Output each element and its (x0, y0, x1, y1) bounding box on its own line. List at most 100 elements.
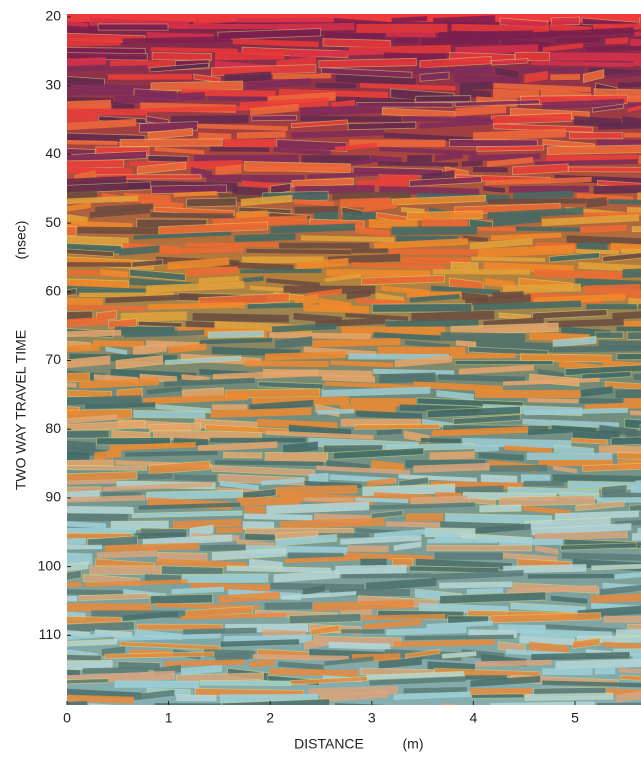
reflection-streak (477, 244, 575, 258)
reflection-streak (171, 586, 224, 595)
reflection-streak (124, 329, 205, 338)
reflection-streak (176, 672, 264, 683)
reflection-streak (232, 38, 319, 48)
reflection-streak (616, 353, 641, 361)
reflection-streak (211, 64, 317, 77)
reflection-streak (104, 651, 215, 659)
reflection-streak (240, 194, 293, 207)
reflection-streak (310, 624, 341, 636)
reflection-streak (340, 197, 391, 208)
reflection-streak (555, 658, 641, 670)
reflection-streak (131, 259, 164, 268)
reflection-streak (485, 176, 592, 186)
reflection-streak (415, 95, 472, 103)
reflection-streak (499, 538, 563, 546)
reflection-streak (208, 96, 267, 102)
reflection-streak (29, 524, 54, 537)
reflection-streak (361, 274, 445, 286)
reflection-streak (283, 441, 318, 454)
reflection-streak (67, 87, 133, 96)
reflection-streak (266, 278, 320, 288)
reflection-streak (77, 226, 159, 235)
reflection-streak (549, 252, 601, 263)
reflection-streak (458, 364, 534, 375)
reflection-streak (359, 82, 456, 91)
reflection-streak (633, 374, 641, 380)
reflection-streak (212, 369, 318, 381)
reflection-streak (581, 370, 632, 381)
reflection-streak (545, 624, 626, 634)
reflection-streak (475, 523, 531, 534)
reflection-streak (422, 218, 468, 229)
reflection-streak (520, 474, 551, 483)
reflection-streak (300, 116, 402, 122)
y-tick-label: 80 (45, 420, 61, 436)
reflection-streak (608, 198, 641, 205)
reflection-streak (221, 698, 331, 705)
reflection-streak (218, 591, 280, 604)
reflection-streak (552, 336, 597, 348)
reflection-streak (567, 166, 641, 173)
reflection-streak (440, 332, 526, 343)
reflection-streak (67, 521, 107, 529)
reflection-streak (340, 534, 422, 545)
reflection-streak (281, 591, 357, 600)
reflection-streak (524, 70, 549, 84)
reflection-streak (113, 633, 221, 641)
reflection-streak (264, 452, 329, 463)
reflection-streak (634, 31, 641, 37)
reflection-streak (278, 661, 324, 671)
reflection-streak (67, 181, 152, 194)
reflection-streak (580, 224, 627, 234)
reflection-streak (450, 322, 559, 336)
x-tick-label: 3 (368, 710, 376, 726)
reflection-streak (493, 214, 541, 227)
reflection-streak (67, 139, 118, 146)
reflection-streak (451, 23, 550, 33)
reflection-streak (550, 595, 588, 604)
reflection-streak (555, 37, 600, 43)
reflection-streak (334, 142, 378, 152)
reflection-streak (620, 248, 641, 254)
reflection-streak (269, 332, 371, 340)
reflection-streak (120, 311, 187, 322)
reflection-streak (67, 513, 128, 522)
reflection-streak (524, 407, 629, 416)
reflection-streak (379, 146, 477, 156)
reflection-streak (312, 337, 401, 348)
reflection-streak (542, 43, 584, 52)
reflection-streak (411, 310, 495, 322)
reflection-streak (453, 414, 521, 425)
reflection-streak (67, 226, 77, 236)
reflection-streak (95, 203, 154, 213)
reflection-streak (376, 429, 402, 436)
reflection-streak (351, 248, 389, 254)
x-axis-label: DISTANCE (294, 736, 364, 752)
y-tick-label: 100 (38, 557, 62, 573)
reflection-streak (438, 30, 534, 41)
reflection-streak (442, 703, 461, 705)
reflection-streak (231, 262, 294, 271)
reflection-streak (623, 320, 641, 327)
reflection-streak (214, 51, 285, 61)
reflection-streak (249, 399, 314, 411)
reflection-streak (355, 410, 422, 420)
reflection-streak (132, 342, 167, 356)
reflection-streak (386, 32, 436, 38)
reflection-streak (199, 680, 292, 687)
reflection-streak (316, 465, 410, 475)
reflection-streak (119, 245, 160, 256)
reflection-streak (572, 430, 620, 439)
reflection-streak (67, 297, 103, 305)
reflection-streak (564, 364, 641, 376)
reflection-streak (470, 675, 541, 687)
reflection-streak (605, 37, 629, 45)
reflection-streak (275, 336, 313, 350)
reflection-streak (122, 611, 178, 621)
reflection-streak (373, 332, 441, 341)
reflection-streak (67, 552, 93, 561)
reflection-streak (542, 680, 641, 688)
reflection-streak (582, 462, 641, 472)
reflection-streak (374, 528, 432, 539)
reflection-streak (249, 659, 275, 668)
